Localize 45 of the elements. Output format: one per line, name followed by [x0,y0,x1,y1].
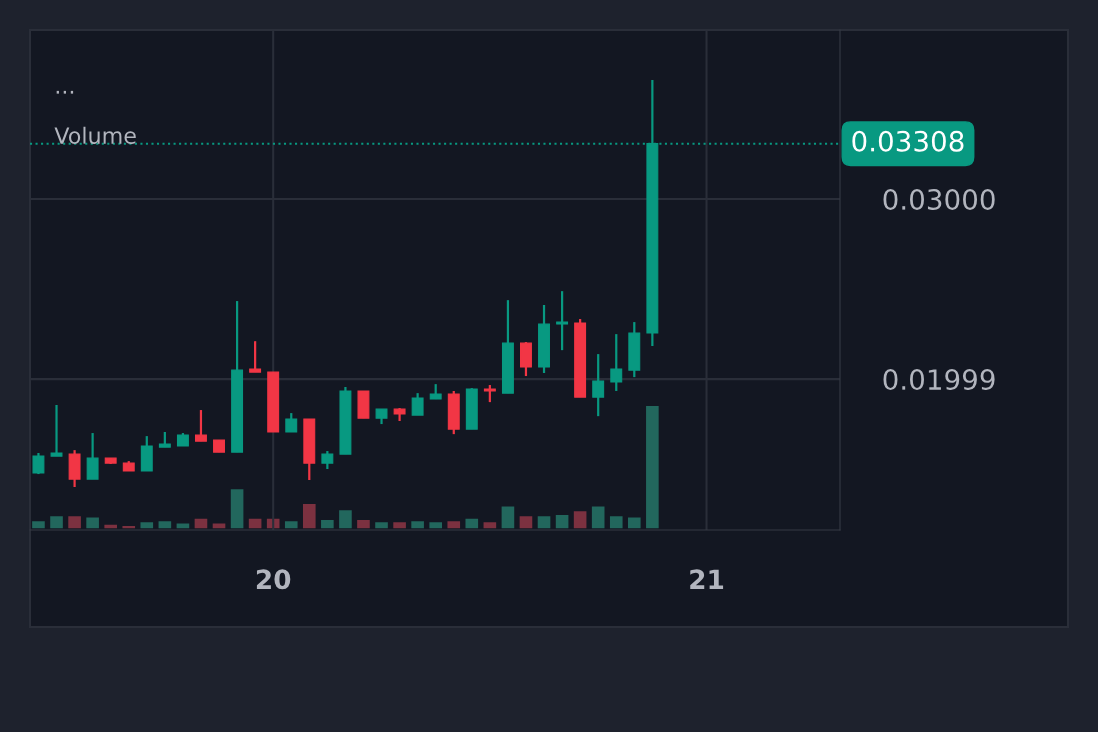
y-tick-label: 0.03000 [883,189,995,211]
bar [68,516,81,529]
bar [483,522,497,529]
bar [627,517,641,529]
candlestick [194,408,207,443]
bar [50,516,63,529]
bar [357,519,370,529]
candlestick [249,340,262,374]
bar [375,522,388,529]
bar [555,515,569,529]
bar [321,519,334,529]
bar [86,517,99,529]
x-tick-label: 20 [256,569,291,590]
bar [447,521,461,529]
annotation: ... [56,90,74,94]
bar [230,489,244,529]
annotation: Volume [54,126,136,144]
bar [411,521,424,529]
candlestick [86,431,99,481]
bar [339,510,352,529]
bar [140,522,154,529]
candlestick [610,333,623,393]
candlestick [556,290,569,352]
y-tick-label: 0.01999 [883,369,995,391]
bar [32,521,45,529]
candlestick [592,352,605,418]
bar [609,516,623,529]
candlestick [285,411,298,434]
bar [573,511,587,529]
bar [393,522,406,529]
bar [284,521,298,529]
candlestick [411,392,424,417]
bar [158,521,172,529]
candlestick [50,403,63,458]
candlestick [519,340,532,378]
bar [646,406,659,529]
ref-line-label: 0.03308 [852,130,964,152]
bar [537,516,551,529]
bar [465,518,479,529]
x-tick-label: 21 [690,569,724,589]
bar [591,506,605,529]
bar [429,522,442,529]
bar [302,504,316,529]
bar [501,506,515,529]
bar [519,516,533,529]
